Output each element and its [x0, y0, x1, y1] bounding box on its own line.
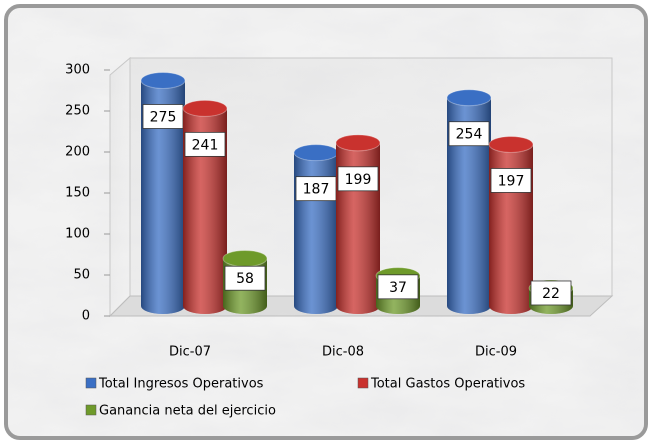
x-tick-label: Dic-09	[475, 345, 517, 360]
data-label-box	[377, 274, 419, 300]
legend-label: Ganancia neta del ejercicio	[99, 404, 276, 419]
legend-label: Total Gastos Operativos	[370, 377, 525, 392]
legend-swatch	[85, 404, 97, 416]
data-label: 254	[456, 127, 483, 143]
bar-shading	[447, 97, 491, 314]
bar-top	[446, 89, 492, 107]
bar-top	[140, 72, 186, 89]
y-tick-label: 0	[82, 309, 90, 324]
data-label-box	[448, 121, 490, 147]
data-label: 197	[498, 173, 525, 189]
x-tick-label: Dic-08	[322, 345, 364, 360]
bar-shading	[141, 80, 185, 314]
data-label: 199	[345, 172, 372, 188]
bar-top	[335, 134, 381, 152]
data-label: 187	[303, 182, 330, 198]
data-label-box	[184, 131, 226, 157]
y-tick-label: 150	[65, 186, 90, 201]
data-label-box	[490, 168, 532, 193]
data-label: 37	[389, 280, 407, 296]
bar-top	[293, 144, 339, 162]
bar-shading	[183, 108, 227, 314]
data-label: 241	[192, 137, 219, 153]
data-label: 275	[150, 110, 177, 126]
y-tick-label: 200	[65, 145, 90, 160]
y-tick-label: 250	[65, 104, 90, 119]
bar-top	[488, 135, 534, 153]
bar-top	[222, 249, 268, 267]
data-label-box	[530, 280, 572, 306]
bar-top	[182, 99, 228, 117]
y-tick-label: 100	[65, 227, 90, 242]
y-tick-label: 50	[73, 268, 90, 283]
legend-swatch	[357, 377, 369, 389]
data-label-box	[224, 265, 266, 291]
y-tick-label: 300	[65, 63, 90, 78]
data-label: 22	[542, 286, 560, 302]
legend-label: Total Ingresos Operativos	[98, 377, 264, 392]
legend-swatch	[85, 377, 97, 389]
data-label: 58	[236, 271, 254, 287]
x-tick-label: Dic-07	[169, 345, 211, 360]
data-label-box	[142, 104, 184, 129]
data-label-box	[337, 166, 379, 192]
side-wall	[109, 56, 131, 318]
